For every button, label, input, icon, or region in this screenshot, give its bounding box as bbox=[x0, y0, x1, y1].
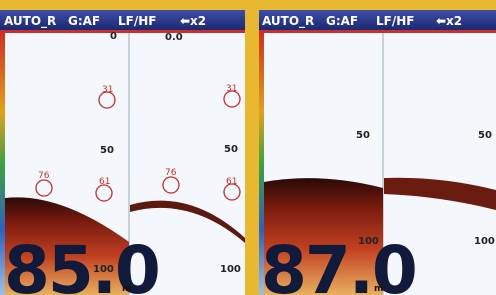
scale-label: 100 bbox=[220, 264, 241, 275]
depth-readout: 85.0 bbox=[4, 232, 159, 295]
status-mode: AUTO_R bbox=[262, 14, 314, 29]
scale-label: 50 bbox=[356, 130, 370, 141]
depth-unit: m bbox=[374, 284, 383, 294]
page: {"panels": [ {"status": {"mode": "AUTO_R… bbox=[0, 0, 496, 295]
screen: AUTO_R G:AF LF/HF ⬅x2 0 50 100 0.0 50 10… bbox=[0, 0, 496, 295]
scale-label: 50 bbox=[224, 144, 238, 155]
scale-label: 50 bbox=[478, 130, 492, 141]
status-gain: G:AF bbox=[326, 14, 358, 28]
stripe bbox=[0, 30, 245, 33]
status-zoom: ⬅x2 bbox=[180, 14, 206, 28]
panel-right: AUTO_R G:AF LF/HF ⬅x2 50 100 50 100 87.0… bbox=[259, 10, 496, 295]
status-gain: G:AF bbox=[68, 14, 100, 28]
scale-label: 100 bbox=[474, 236, 495, 247]
scale-label: 0 bbox=[110, 31, 117, 42]
depth-readout: 87.0 bbox=[261, 232, 416, 295]
status-zoom: ⬅x2 bbox=[436, 14, 462, 28]
depth-unit: m bbox=[122, 284, 131, 294]
scale-label: 0.0 bbox=[165, 32, 183, 43]
status-mode: AUTO_R bbox=[4, 14, 56, 29]
panel-left: AUTO_R G:AF LF/HF ⬅x2 0 50 100 0.0 50 10… bbox=[0, 10, 245, 295]
scale-label: 50 bbox=[100, 145, 114, 156]
status-frequency: LF/HF bbox=[376, 14, 414, 28]
status-frequency: LF/HF bbox=[118, 14, 156, 28]
stripe bbox=[259, 30, 496, 33]
